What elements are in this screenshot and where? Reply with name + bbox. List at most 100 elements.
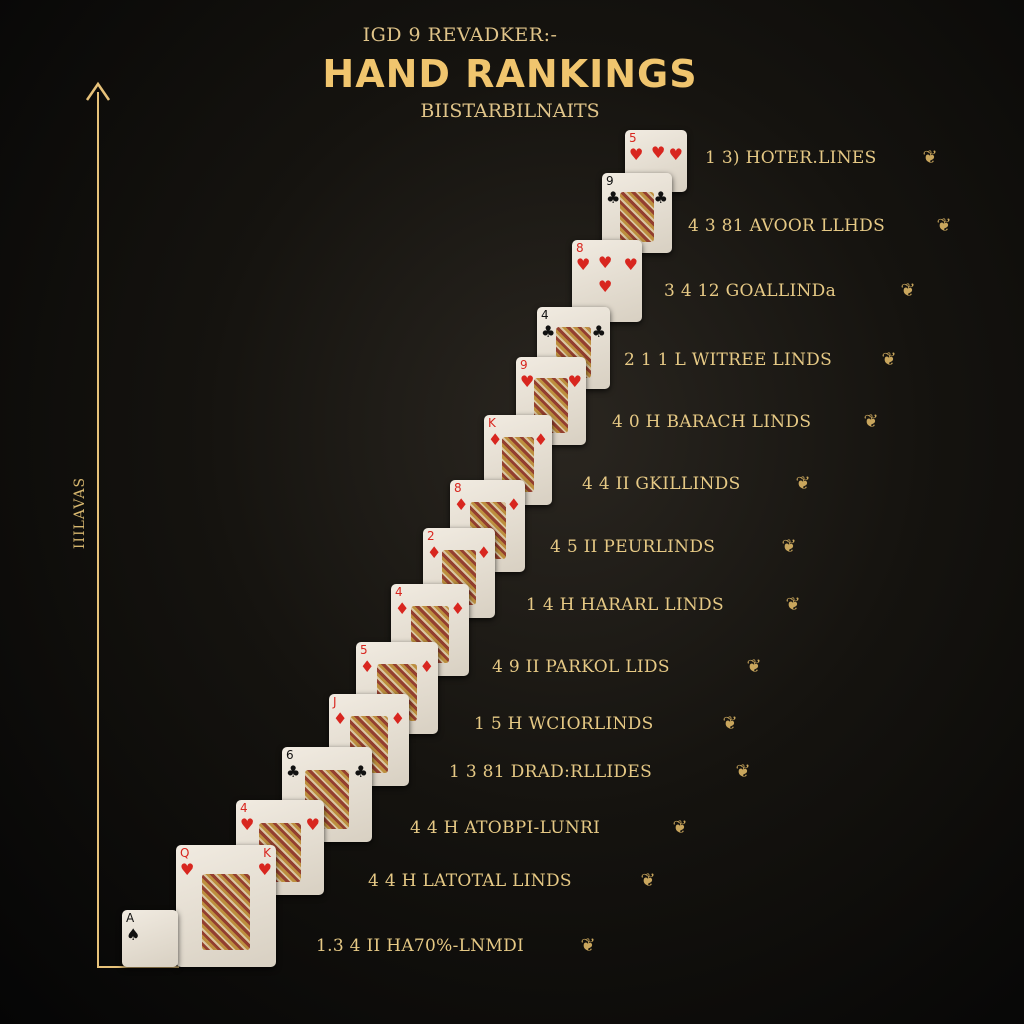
playing-card: A ♠ [122, 910, 178, 967]
pip-icon: ♥ [651, 143, 666, 162]
suit-icon: ♦ [427, 543, 442, 562]
suit-icon: ♣ [591, 322, 606, 341]
ranking-row: 4 5 II PEURLINDS [550, 535, 715, 559]
suit-icon: ♦ [454, 495, 469, 514]
ornate-emblem-icon: ❦ [795, 473, 811, 494]
suit-icon: ♥ [576, 255, 591, 274]
y-axis-line [97, 92, 99, 968]
ornate-emblem-icon: ❦ [936, 215, 952, 236]
ranking-row: 4 0 H BARACH LINDS [612, 410, 811, 434]
ranking-row: 1 5 H WCIORLINDS [474, 712, 654, 736]
ranking-label: 4 4 H ATOBPI-LUNRI [410, 818, 601, 838]
ornate-emblem-icon: ❦ [781, 536, 797, 557]
suit-icon: ♣ [606, 188, 621, 207]
card-rank: 4 [395, 585, 403, 599]
card-rank: 2 [427, 529, 435, 543]
ornate-emblem-icon: ❦ [722, 713, 738, 734]
subtitle: BIISTARBILNAITS [420, 100, 600, 122]
ornate-emblem-icon: ❦ [922, 147, 938, 168]
suit-icon: ♦ [506, 495, 521, 514]
ornate-emblem-icon: ❦ [900, 280, 916, 301]
card-rank: 9 [520, 358, 528, 372]
ranking-row: 1 3) HOTER.LINES [705, 146, 877, 170]
suit-icon: ♦ [333, 709, 348, 728]
card-rank: 6 [286, 748, 294, 762]
card-rank: K [488, 416, 496, 430]
ranking-row: 2 1 1 L WITREE LINDS [624, 348, 832, 372]
card-rank: Q [180, 846, 190, 860]
suit-icon: ♣ [653, 188, 668, 207]
ornate-emblem-icon: ❦ [863, 411, 879, 432]
suit-icon: ♥ [520, 372, 535, 391]
ornate-emblem-icon: ❦ [735, 761, 751, 782]
card-rank: 4 [541, 308, 549, 322]
pip-icon: ♥ [598, 253, 613, 272]
ranking-label: 1 3) HOTER.LINES [705, 148, 877, 168]
playing-card: 9 ♣ ♣ [602, 173, 672, 253]
ornate-emblem-icon: ❦ [672, 817, 688, 838]
pip-icon: ♥ [598, 277, 613, 296]
suit-icon: ♣ [541, 322, 556, 341]
suit-icon: ♦ [488, 430, 503, 449]
ranking-label: 4 9 II PARKOL LIDS [492, 657, 670, 677]
ranking-row: 4 4 H LATOTAL LINDS [368, 869, 572, 893]
suit-icon: ♥ [257, 860, 272, 879]
suit-icon: ♦ [395, 599, 410, 618]
ranking-label: 4 0 H BARACH LINDS [612, 412, 812, 432]
suit-icon: ♥ [668, 145, 683, 164]
ranking-row: 4 4 H ATOBPI-LUNRI [410, 816, 600, 840]
ranking-label: 2 1 1 L WITREE LINDS [624, 350, 833, 370]
ranking-label: 1 4 H HARARL LINDS [526, 595, 724, 615]
suit-icon: ♠ [126, 925, 141, 944]
ranking-row: 1 4 H HARARL LINDS [526, 593, 724, 617]
suit-icon: ♦ [419, 657, 434, 676]
suit-icon: ♣ [286, 762, 301, 781]
y-axis-label: IIILAVAS [72, 476, 88, 550]
card-rank: 4 [240, 801, 248, 815]
suit-icon: ♦ [390, 709, 405, 728]
ranking-label: 4 3 81 AVOOR LLHDS [688, 216, 886, 236]
suit-icon: ♥ [180, 860, 195, 879]
suit-icon: ♦ [450, 599, 465, 618]
ranking-label: 1 3 81 DRAD:RLLIDES [449, 762, 653, 782]
ranking-row: 1 3 81 DRAD:RLLIDES [449, 760, 652, 784]
suit-icon: ♦ [533, 430, 548, 449]
ranking-label: 1 5 H WCIORLINDS [474, 714, 654, 734]
ranking-row: 1.3 4 II HA70%-LNMDI [316, 934, 524, 958]
court-figure [620, 192, 654, 242]
ornate-emblem-icon: ❦ [640, 870, 656, 891]
suit-icon: ♥ [305, 815, 320, 834]
card-rank: 5 [360, 643, 368, 657]
card-rank: J [333, 695, 337, 709]
card-rank: K [263, 846, 271, 860]
card-rank: 8 [454, 481, 462, 495]
suit-icon: ♣ [353, 762, 368, 781]
court-figure [202, 874, 250, 950]
playing-card: Q ♥ ♥ K [176, 845, 276, 967]
ornate-emblem-icon: ❦ [785, 594, 801, 615]
suit-icon: ♥ [629, 145, 644, 164]
ranking-label: 4 4 H LATOTAL LINDS [368, 871, 572, 891]
x-axis-line [97, 966, 179, 968]
card-rank: 9 [606, 174, 614, 188]
ranking-row: 4 9 II PARKOL LIDS [492, 655, 670, 679]
card-rank: A [126, 911, 135, 925]
card-rank: 5 [629, 131, 637, 145]
ranking-row: 3 4 12 GOALLINDa [664, 279, 836, 303]
ornate-emblem-icon: ❦ [746, 656, 762, 677]
ranking-label: 1.3 4 II HA70%-LNMDI [316, 936, 525, 956]
suit-icon: ♥ [567, 372, 582, 391]
page-title: HAND RANKINGS [322, 52, 698, 96]
suit-icon: ♦ [360, 657, 375, 676]
suit-icon: ♦ [476, 543, 491, 562]
ranking-row: 4 3 81 AVOOR LLHDS [688, 214, 885, 238]
ranking-label: 3 4 12 GOALLINDa [664, 281, 837, 301]
supertitle: IGD 9 REVADKER:- [362, 24, 558, 46]
ranking-label: 4 4 II GKILLINDS [582, 474, 741, 494]
ranking-label: 4 5 II PEURLINDS [550, 537, 716, 557]
suit-icon: ♥ [240, 815, 255, 834]
card-rank: 8 [576, 241, 584, 255]
arrow-up-icon [85, 81, 111, 101]
ranking-row: 4 4 II GKILLINDS [582, 472, 741, 496]
suit-icon: ♥ [623, 255, 638, 274]
